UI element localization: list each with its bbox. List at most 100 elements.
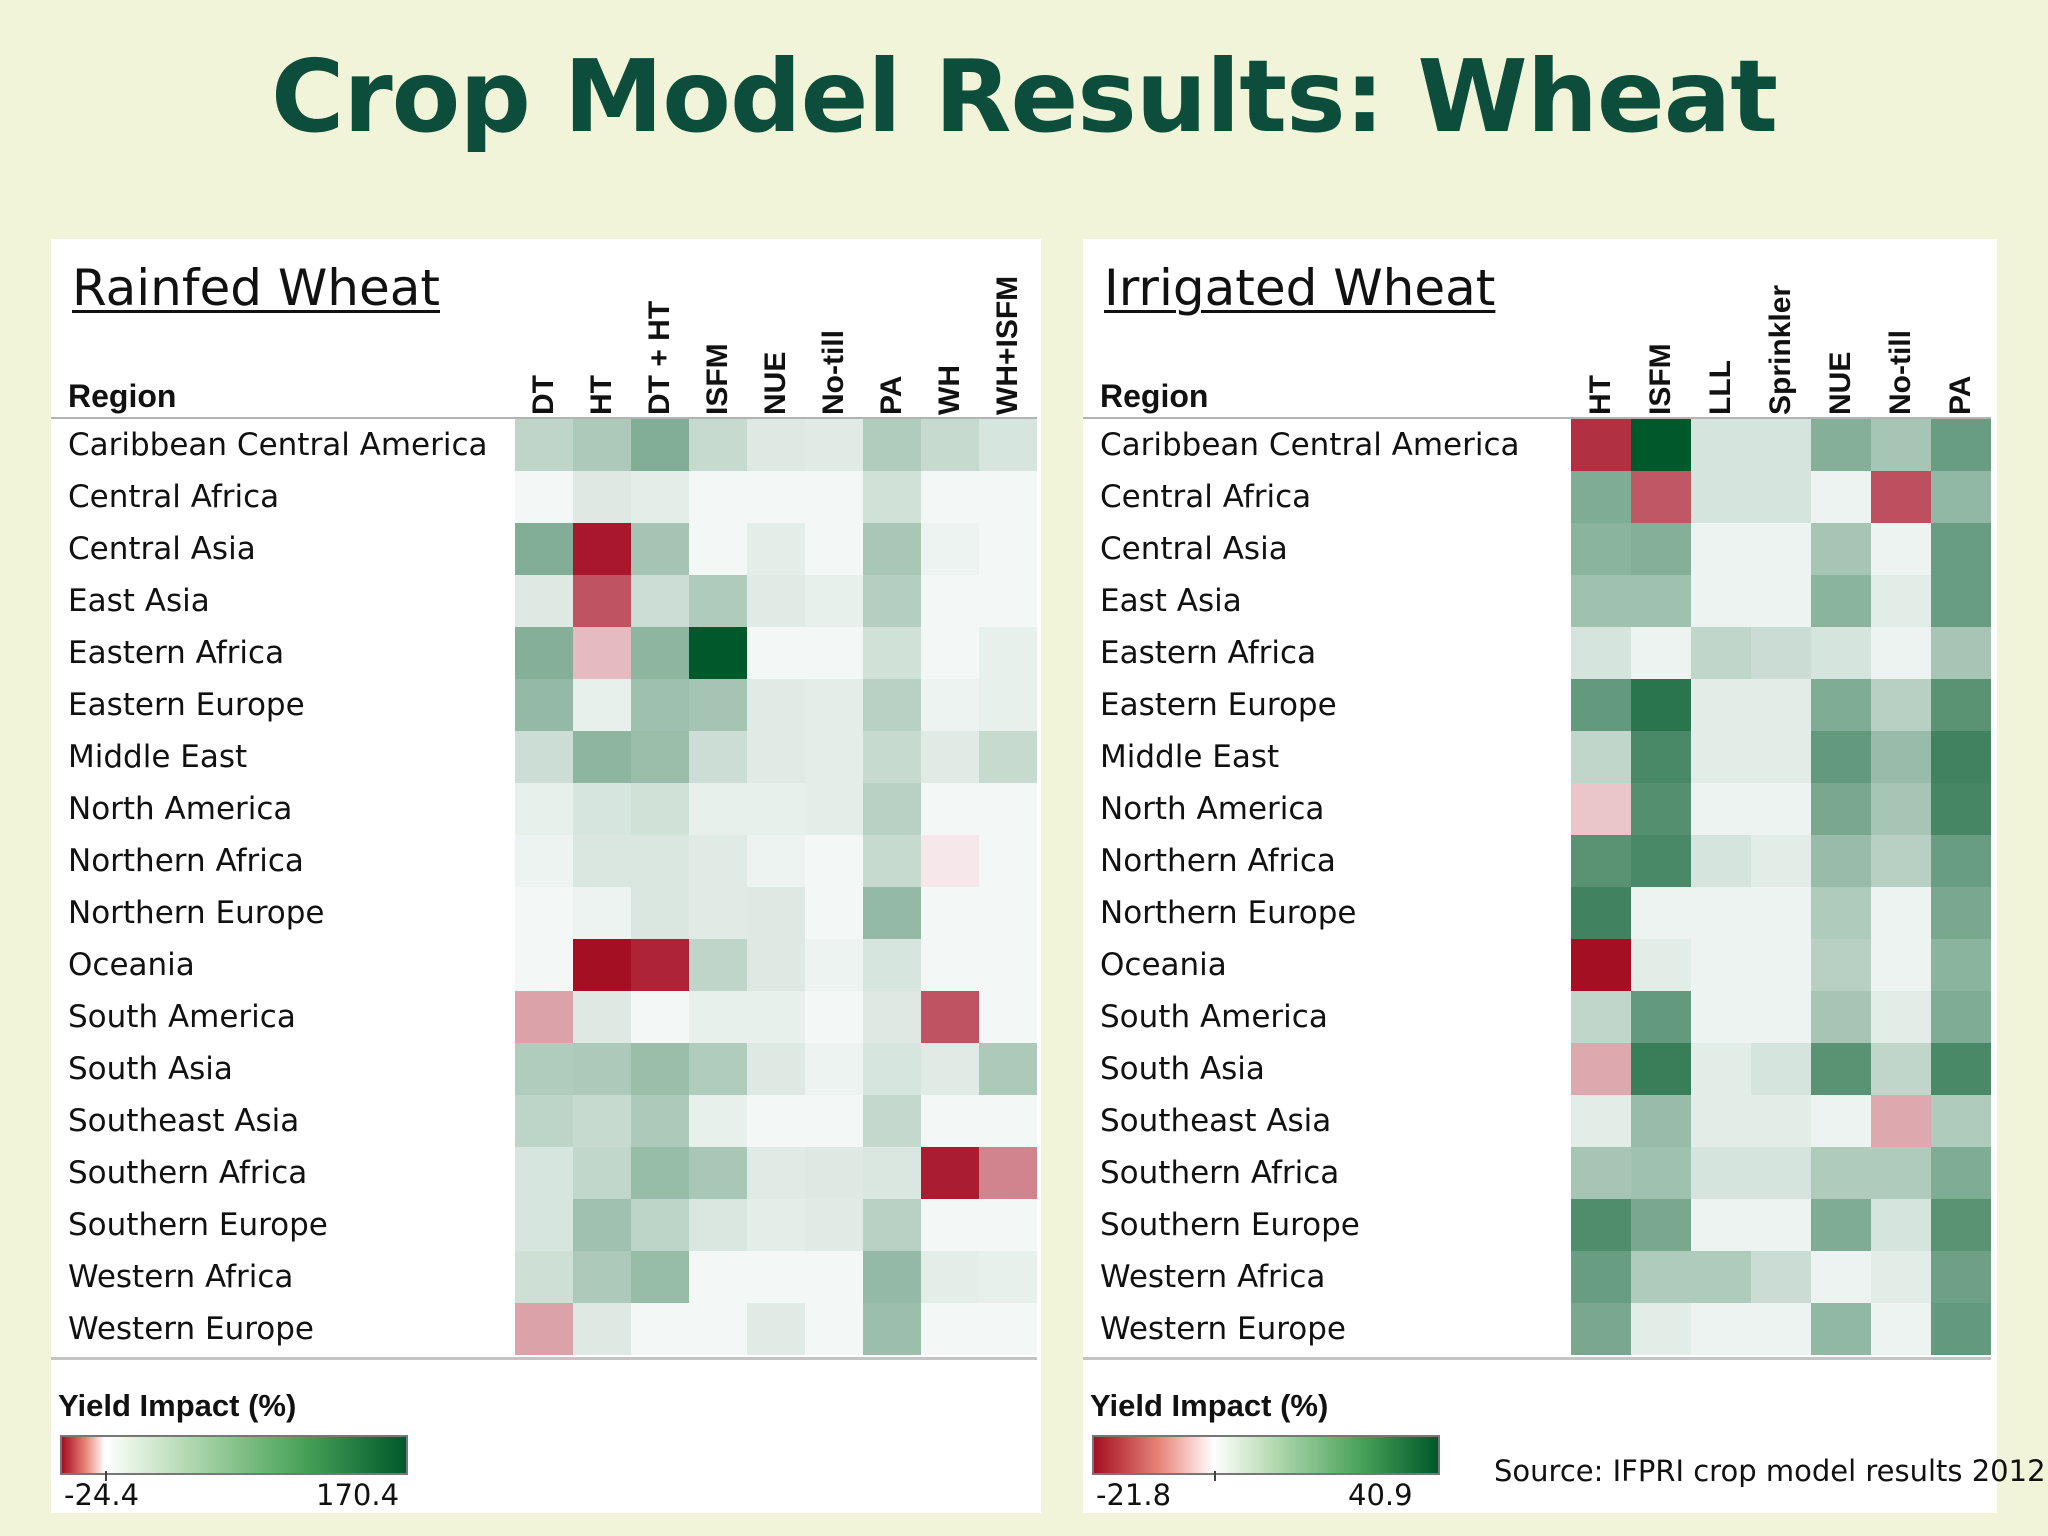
heatmap-cell [979, 523, 1037, 575]
heatmap-cell [573, 1095, 631, 1147]
heatmap-cell [1871, 887, 1931, 939]
heatmap-cell [1811, 1043, 1871, 1095]
heatmap-cell [921, 835, 979, 887]
heatmap-cell [979, 939, 1037, 991]
heatmap-cell [863, 1199, 921, 1251]
region-label: Western Africa [68, 1259, 294, 1295]
heatmap-cell [631, 1147, 689, 1199]
heatmap-cell [747, 471, 805, 523]
heatmap-cell [1871, 1043, 1931, 1095]
region-label: South America [1100, 999, 1328, 1035]
heatmap-cell [1571, 991, 1631, 1043]
legend-color-bar [1092, 1435, 1440, 1475]
heatmap-cell [573, 523, 631, 575]
heatmap-cell [631, 679, 689, 731]
heatmap-cell [1631, 1095, 1691, 1147]
heatmap-cell [515, 471, 573, 523]
heatmap-cell [747, 939, 805, 991]
heatmap-cell [631, 1043, 689, 1095]
legend-zero-tick [1213, 1471, 1216, 1481]
heatmap-cell [1691, 1095, 1751, 1147]
heatmap-cell [747, 679, 805, 731]
heatmap-cell [979, 1147, 1037, 1199]
heatmap-cell [1931, 1147, 1991, 1199]
heatmap-cell [1571, 1251, 1631, 1303]
heatmap-cell [805, 1251, 863, 1303]
heatmap-cell [1631, 1199, 1691, 1251]
heatmap-cell [1691, 627, 1751, 679]
column-label: WH+ISFM [991, 275, 1024, 415]
heatmap-cell [1931, 471, 1991, 523]
heatmap-cell [1871, 1095, 1931, 1147]
heatmap-cell [1871, 1303, 1931, 1355]
heatmap-cell [863, 575, 921, 627]
heatmap-cell [747, 1199, 805, 1251]
legend-min-label: -24.4 [64, 1478, 140, 1512]
heatmap-cell [979, 471, 1037, 523]
column-label: Sprinkler [1764, 284, 1797, 415]
heatmap-cell [921, 1199, 979, 1251]
heatmap-cell [1691, 939, 1751, 991]
column-label: DT [527, 375, 560, 415]
heatmap-cell [631, 1095, 689, 1147]
heatmap-cell [1931, 575, 1991, 627]
column-label: WH [933, 365, 966, 415]
heatmap-cell [805, 627, 863, 679]
heatmap-cell [1931, 679, 1991, 731]
heatmap-cell [1571, 627, 1631, 679]
heatmap-cell [1811, 627, 1871, 679]
heatmap-cell [515, 887, 573, 939]
region-label: Western Europe [68, 1311, 315, 1347]
heatmap-cell [689, 887, 747, 939]
heatmap-cell [1631, 1251, 1691, 1303]
heatmap-cell [921, 887, 979, 939]
heatmap-cell [1691, 731, 1751, 783]
heatmap-cell [1931, 731, 1991, 783]
heatmap-cell [1571, 1303, 1631, 1355]
heatmap-cell [689, 731, 747, 783]
heatmap-cell [979, 679, 1037, 731]
region-label: North America [1100, 791, 1325, 827]
region-label: Southern Europe [68, 1207, 328, 1243]
heatmap-cell [515, 1199, 573, 1251]
heatmap-cell [1931, 783, 1991, 835]
heatmap-cell [1871, 575, 1931, 627]
region-label: Western Africa [1100, 1259, 1326, 1295]
column-label: HT [1584, 375, 1617, 415]
heatmap-cell [979, 887, 1037, 939]
heatmap-cell [921, 939, 979, 991]
heatmap-cell [1871, 523, 1931, 575]
heatmap-cell [515, 835, 573, 887]
region-label: Central Asia [68, 531, 256, 567]
heatmap-cell [979, 419, 1037, 471]
heatmap-cell [979, 1251, 1037, 1303]
heatmap-cell [1691, 1147, 1751, 1199]
heatmap-cell [863, 1043, 921, 1095]
heatmap-cell [1691, 1199, 1751, 1251]
heatmap-cell [1571, 939, 1631, 991]
region-column-header: Region [1100, 378, 1209, 414]
heatmap-cell [979, 991, 1037, 1043]
heatmap-cell [805, 1199, 863, 1251]
heatmap-cell [1811, 887, 1871, 939]
rainfed-wheat-panel: Rainfed Wheat Region DT HT DT + HT ISFM NUE N… [51, 239, 1041, 1513]
region-label: Southeast Asia [1100, 1103, 1332, 1139]
heatmap-cell [1691, 471, 1751, 523]
heatmap-cell [1811, 835, 1871, 887]
heatmap-cell [515, 1303, 573, 1355]
heatmap-cell [921, 575, 979, 627]
heatmap-cell [1691, 1303, 1751, 1355]
region-label: East Asia [68, 583, 210, 619]
heatmap-cell [1871, 1251, 1931, 1303]
heatmap-cell [1691, 887, 1751, 939]
heatmap-cell [689, 1303, 747, 1355]
heatmap-cell [631, 835, 689, 887]
heatmap-cell [921, 1303, 979, 1355]
heatmap-cell [689, 627, 747, 679]
heatmap-cell [631, 1251, 689, 1303]
heatmap-cell [1571, 575, 1631, 627]
heatmap-cell [1811, 1147, 1871, 1199]
heatmap-cell [1631, 471, 1691, 523]
heatmap-cell [689, 1199, 747, 1251]
heatmap-cell [515, 731, 573, 783]
